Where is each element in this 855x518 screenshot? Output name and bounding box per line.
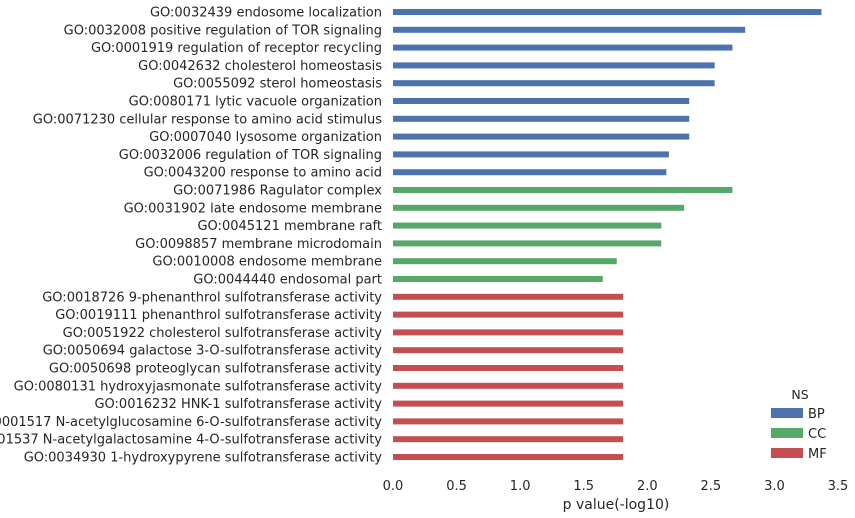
- category-label: GO:0050698 proteoglycan sulfotransferase…: [49, 362, 382, 377]
- bar-bp: [393, 98, 690, 104]
- bar-cc: [393, 187, 733, 193]
- category-label: GO:0080171 lytic vacuole organization: [129, 95, 382, 110]
- legend: NS BP CC MF: [771, 387, 827, 462]
- bar-cc: [393, 240, 662, 247]
- x-axis-label: p value(-log10): [563, 497, 670, 513]
- category-label: GO:0051922 cholesterol sulfotransferase …: [63, 326, 383, 341]
- bar-bp: [393, 115, 690, 122]
- category-label: GO:0050694 galactose 3-O-sulfotransferas…: [43, 344, 383, 359]
- category-label: GO:0001517 N-acetylglucosamine 6-O-sulfo…: [0, 415, 382, 430]
- x-tick-label: 0.0: [383, 479, 404, 494]
- x-tick-label: 3.0: [764, 479, 785, 494]
- bar-bp: [393, 9, 822, 15]
- legend-swatch-cc: [771, 428, 803, 438]
- category-label: GO:0044440 endosomal part: [193, 273, 382, 288]
- category-label: GO:0019111 phenanthrol sulfotransferase …: [55, 308, 382, 323]
- category-label: GO:0055092 sterol homeostasis: [173, 77, 382, 92]
- bar-mf: [393, 400, 624, 407]
- x-tick-label: 2.0: [637, 479, 658, 494]
- category-label: GO:0071986 Ragulator complex: [173, 184, 382, 199]
- category-label: GO:0045121 membrane raft: [197, 219, 382, 234]
- bar-cc: [393, 222, 662, 229]
- bar-mf: [393, 454, 624, 460]
- bar-bp: [393, 169, 667, 176]
- bar-mf: [393, 382, 624, 389]
- bar-cc: [393, 204, 685, 211]
- bar-mf: [393, 347, 624, 354]
- category-label: GO:0016232 HNK-1 sulfotransferase activi…: [94, 397, 382, 412]
- category-labels: GO:0032439 endosome localization GO:00320…: [0, 6, 382, 466]
- legend-label-mf: MF: [808, 447, 827, 462]
- legend-swatch-bp: [771, 408, 803, 418]
- category-label: GO:0031902 late endosome membrane: [124, 201, 382, 216]
- category-label: GO:0032006 regulation of TOR signaling: [119, 148, 382, 163]
- category-label: GO:0098857 membrane microdomain: [135, 237, 382, 252]
- category-label: GO:0043200 response to amino acid: [144, 166, 382, 181]
- x-tick-label: 0.5: [446, 479, 467, 494]
- category-label: GO:0010008 endosome membrane: [152, 255, 382, 270]
- category-label: GO:0032008 positive regulation of TOR si…: [64, 23, 382, 38]
- category-label: GO:0080131 hydroxyjasmonate sulfotransfe…: [14, 379, 383, 394]
- bar-cc: [393, 276, 603, 282]
- x-tick-labels: 0.0 0.5 1.0 1.5 2.0 2.5 3.0 3.5: [383, 479, 849, 494]
- bar-bp: [393, 133, 690, 140]
- bar-bp: [393, 62, 715, 69]
- category-label: GO:0018726 9-phenanthrol sulfotransferas…: [42, 290, 382, 305]
- category-label: GO:0001537 N-acetylgalactosamine 4-O-sul…: [0, 433, 382, 448]
- bar-bp: [393, 44, 733, 51]
- bar-bp: [393, 80, 715, 87]
- legend-label-bp: BP: [808, 407, 825, 422]
- category-label: GO:0001919 regulation of receptor recycl…: [91, 41, 382, 56]
- bar-cc: [393, 258, 617, 265]
- bar-mf: [393, 329, 624, 336]
- bar-mf: [393, 418, 624, 425]
- x-tick-label: 2.5: [701, 479, 722, 494]
- legend-title: NS: [791, 387, 808, 402]
- bar-bp: [393, 151, 669, 158]
- bar-mf: [393, 311, 624, 318]
- legend-label-cc: CC: [808, 427, 826, 442]
- x-tick-label: 1.5: [573, 479, 594, 494]
- bar-mf: [393, 365, 624, 371]
- x-tick-label: 1.0: [510, 479, 531, 494]
- legend-swatch-mf: [771, 448, 803, 458]
- category-label: GO:0034930 1-hydroxypyrene sulfotransfer…: [24, 451, 383, 466]
- x-tick-label: 3.5: [828, 479, 849, 494]
- bar-mf: [393, 293, 624, 300]
- category-label: GO:0032439 endosome localization: [150, 6, 382, 21]
- category-label: GO:0071230 cellular response to amino ac…: [33, 112, 382, 127]
- bar-mf: [393, 436, 624, 443]
- bar-bp: [393, 26, 746, 33]
- category-label: GO:0042632 cholesterol homeostasis: [138, 59, 382, 74]
- bars-layer: [393, 9, 822, 460]
- category-label: GO:0007040 lysosome organization: [149, 130, 382, 145]
